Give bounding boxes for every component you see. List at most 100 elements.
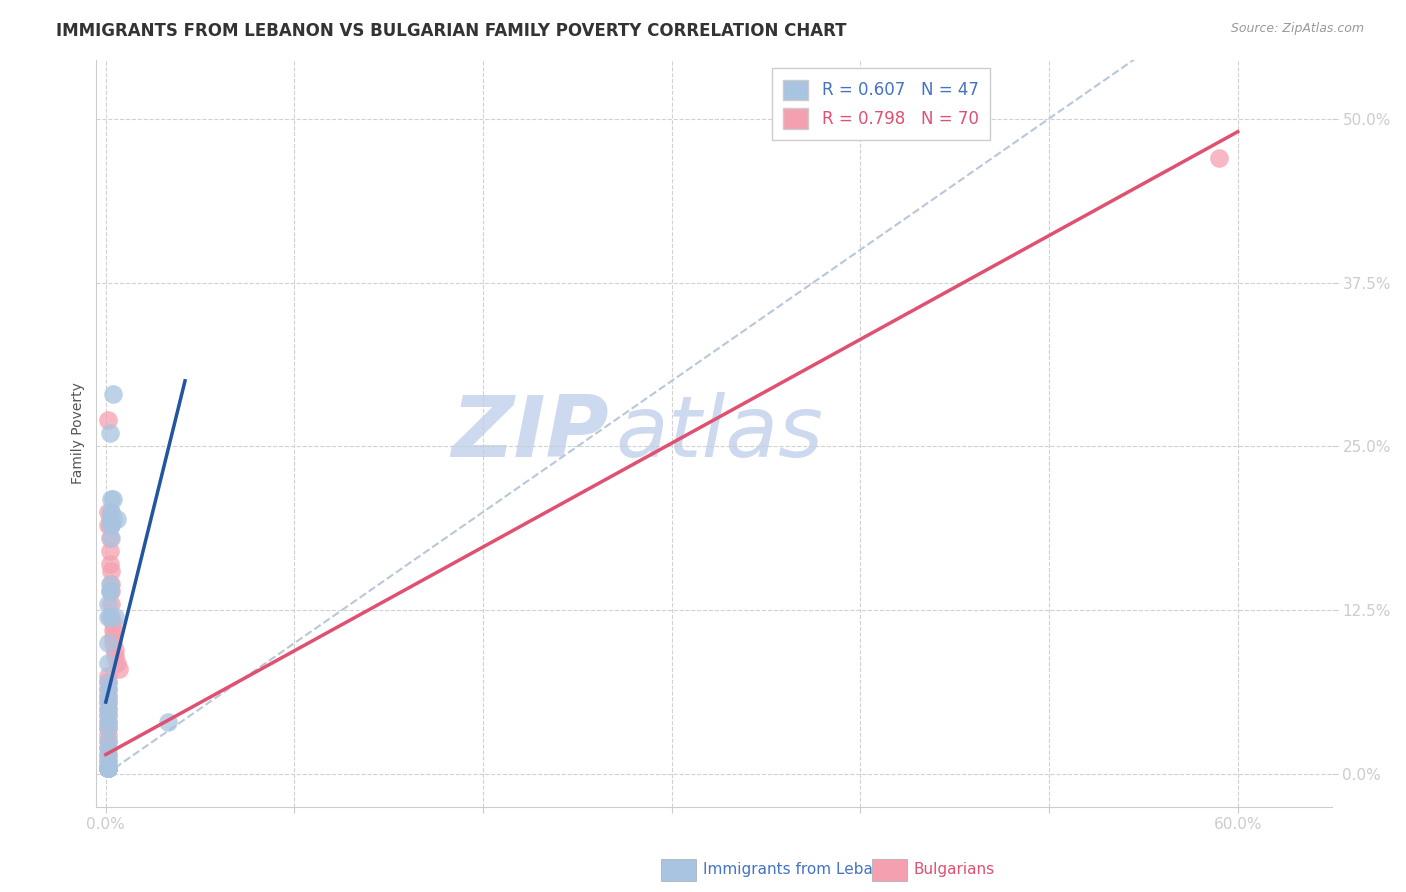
Point	[97, 761, 120, 775]
Point	[97, 761, 120, 775]
Text: atlas: atlas	[616, 392, 824, 475]
Point	[98, 511, 121, 525]
Point	[157, 714, 180, 729]
Point	[97, 761, 120, 775]
Point	[97, 656, 120, 670]
Point	[108, 662, 131, 676]
Point	[97, 761, 120, 775]
Point	[100, 531, 122, 545]
Point	[98, 577, 121, 591]
Point	[97, 761, 120, 775]
Point	[97, 761, 120, 775]
Point	[97, 761, 120, 775]
Point	[97, 761, 120, 775]
Point	[97, 689, 120, 703]
Point	[100, 610, 122, 624]
Point	[100, 564, 122, 578]
Point	[97, 681, 120, 696]
Point	[97, 761, 120, 775]
Point	[98, 583, 121, 598]
Point	[98, 531, 121, 545]
Text: ZIP: ZIP	[451, 392, 609, 475]
Point	[97, 708, 120, 723]
Point	[97, 754, 120, 768]
Point	[97, 761, 120, 775]
Point	[97, 761, 120, 775]
Text: Immigrants from Lebanon: Immigrants from Lebanon	[703, 863, 901, 877]
Point	[97, 761, 120, 775]
Point	[97, 741, 120, 756]
Point	[97, 761, 120, 775]
Point	[97, 701, 120, 715]
Point	[97, 747, 120, 762]
Point	[100, 518, 122, 533]
Point	[105, 511, 128, 525]
Point	[97, 636, 120, 650]
Point	[97, 721, 120, 735]
Point	[105, 656, 128, 670]
Point	[98, 426, 121, 441]
Legend: R = 0.607   N = 47, R = 0.798   N = 70: R = 0.607 N = 47, R = 0.798 N = 70	[772, 68, 990, 140]
Point	[98, 544, 121, 558]
Point	[97, 610, 120, 624]
Point	[97, 721, 120, 735]
Point	[97, 734, 120, 748]
Point	[97, 761, 120, 775]
Point	[97, 761, 120, 775]
Point	[97, 761, 120, 775]
Point	[97, 761, 120, 775]
Point	[97, 761, 120, 775]
Point	[97, 761, 120, 775]
Point	[97, 761, 120, 775]
Text: Source: ZipAtlas.com: Source: ZipAtlas.com	[1230, 22, 1364, 36]
Point	[97, 518, 120, 533]
Point	[97, 701, 120, 715]
Point	[98, 558, 121, 572]
Point	[97, 689, 120, 703]
Point	[1208, 151, 1230, 165]
Point	[97, 761, 120, 775]
Point	[97, 505, 120, 519]
Point	[97, 761, 120, 775]
Point	[97, 413, 120, 427]
Point	[97, 734, 120, 748]
Point	[100, 491, 122, 506]
Text: IMMIGRANTS FROM LEBANON VS BULGARIAN FAMILY POVERTY CORRELATION CHART: IMMIGRANTS FROM LEBANON VS BULGARIAN FAM…	[56, 22, 846, 40]
Point	[97, 754, 120, 768]
Point	[103, 616, 125, 631]
Point	[98, 610, 121, 624]
Point	[97, 761, 120, 775]
Point	[97, 761, 120, 775]
Point	[97, 761, 120, 775]
Point	[97, 761, 120, 775]
Point	[103, 630, 125, 644]
Point	[103, 623, 125, 637]
Point	[100, 597, 122, 611]
Point	[97, 761, 120, 775]
Point	[97, 761, 120, 775]
Point	[97, 741, 120, 756]
Point	[103, 387, 125, 401]
Point	[97, 761, 120, 775]
Point	[97, 681, 120, 696]
Point	[97, 761, 120, 775]
Point	[97, 761, 120, 775]
Text: Bulgarians: Bulgarians	[914, 863, 995, 877]
Point	[97, 761, 120, 775]
Point	[97, 761, 120, 775]
Point	[97, 761, 120, 775]
Point	[97, 597, 120, 611]
Point	[100, 583, 122, 598]
Point	[97, 728, 120, 742]
Point	[103, 511, 125, 525]
Point	[104, 642, 127, 657]
Point	[97, 761, 120, 775]
Point	[97, 714, 120, 729]
Point	[103, 491, 125, 506]
Point	[97, 761, 120, 775]
Point	[97, 761, 120, 775]
Point	[100, 577, 122, 591]
Point	[98, 518, 121, 533]
Point	[97, 761, 120, 775]
Point	[98, 583, 121, 598]
